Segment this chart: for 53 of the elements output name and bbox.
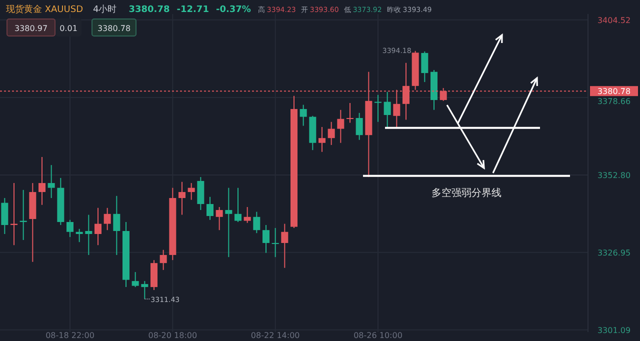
y-tick-label: 3352.80 <box>597 170 631 180</box>
candlestick <box>178 181 186 216</box>
annotation: -12.71 <box>176 5 209 15</box>
candlestick <box>318 126 326 152</box>
candlestick <box>141 280 148 300</box>
candlestick <box>197 176 204 211</box>
candlestick <box>337 109 344 144</box>
candlestick <box>216 206 223 231</box>
candlestick <box>225 187 232 258</box>
candlestick <box>300 104 307 126</box>
ref-line-label: 3380.78 <box>597 87 631 96</box>
y-tick-label: 3326.95 <box>597 248 631 258</box>
candlestick <box>384 91 391 128</box>
candlestick <box>234 187 242 223</box>
candlestick <box>188 182 195 200</box>
annotation: 3380.78 <box>97 24 131 33</box>
y-tick-label: 3404.52 <box>597 16 631 25</box>
x-tick-label: 08-22 14:00 <box>250 331 300 340</box>
x-tick-label: 08-18 22:00 <box>46 331 94 340</box>
y-tick-label: 3301.09 <box>597 326 631 335</box>
annotation: 3380.78 <box>128 5 170 15</box>
candlestick <box>328 121 335 146</box>
candlestick <box>160 249 167 270</box>
annotation: 0.01 <box>60 24 78 33</box>
annotation: 3380.97 <box>14 24 48 33</box>
candlestick <box>150 260 158 291</box>
ref-line-label: 多空强弱分界线 <box>432 186 502 199</box>
candlestick <box>48 164 55 199</box>
chart-subtitle: 4小时 <box>93 4 117 15</box>
candlestick <box>76 228 83 243</box>
candlestick <box>206 196 214 220</box>
candlestick <box>281 223 288 268</box>
candlestick <box>104 207 111 231</box>
candlestick <box>113 195 120 256</box>
x-tick-label: 08-20 18:00 <box>148 331 198 340</box>
candlestick <box>356 112 363 140</box>
x-tick-label: 08-26 10:00 <box>354 331 402 340</box>
candlestick <box>66 219 74 238</box>
candlestick <box>262 224 270 254</box>
candlestick <box>94 207 102 246</box>
annotation: -0.37% <box>216 5 251 15</box>
candlestick <box>38 156 46 206</box>
chart-title: 现货黄金 XAUUSD <box>6 4 84 15</box>
candlestick <box>253 211 260 234</box>
candlestick <box>85 214 92 256</box>
candlestick <box>244 206 251 224</box>
candlestick <box>374 94 382 122</box>
y-tick-label: 3378.66 <box>597 97 631 106</box>
candlestick <box>1 198 8 234</box>
candlestick <box>346 102 354 124</box>
candlestick <box>132 272 139 288</box>
candlestick <box>272 228 279 258</box>
candlestick <box>421 50 428 83</box>
